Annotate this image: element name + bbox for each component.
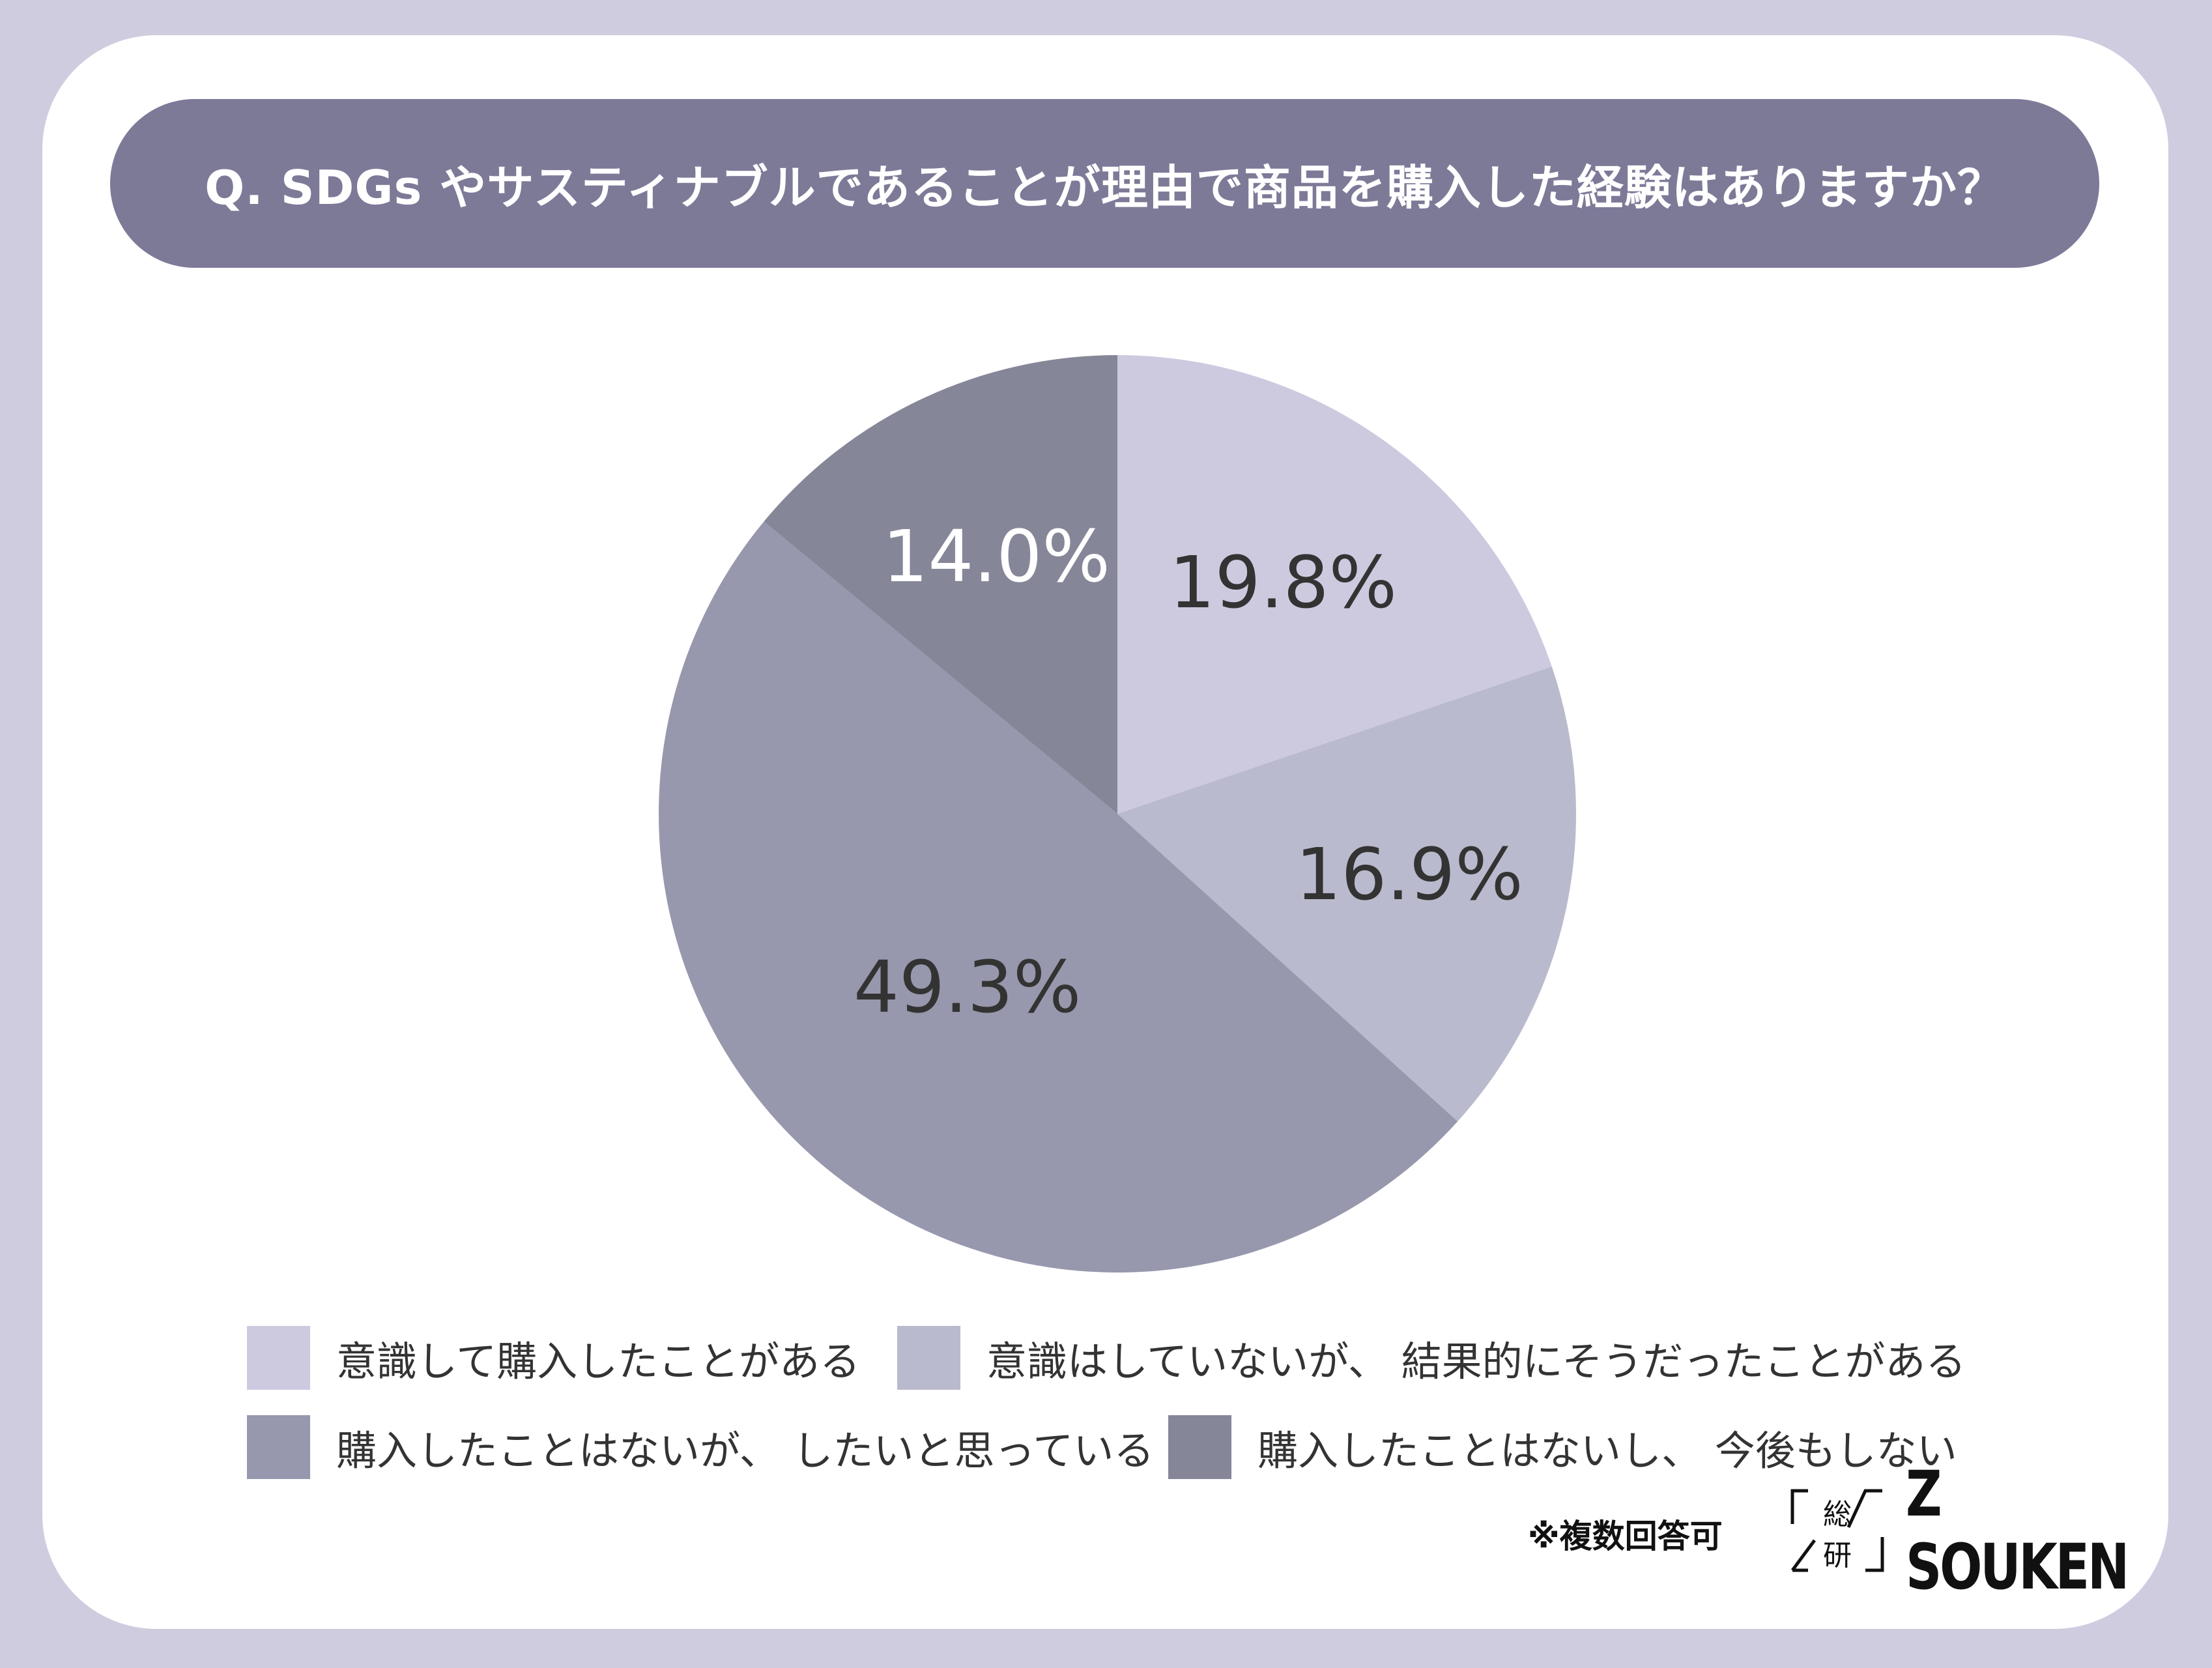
- slice-label: 14.0%: [882, 515, 1110, 599]
- legend-label: 意識はしていないが、 結果的にそうだったことがある: [986, 1338, 1966, 1385]
- legend-swatch: [897, 1326, 960, 1390]
- logo-brand: Z SOUKEN: [1906, 1458, 2129, 1603]
- legend-item: 購入したことはないし、 今後もしない: [1168, 1415, 1957, 1479]
- legend-item: 購入したことはないが、 したいと思っている: [247, 1415, 1154, 1479]
- footnote: ※複数回答可: [1528, 1517, 1723, 1555]
- pie-slice: [1117, 355, 1552, 814]
- svg-text:研: 研: [1823, 1539, 1852, 1572]
- pie-slice: [659, 521, 1458, 1273]
- legend-swatch: [247, 1326, 310, 1390]
- legend-label: 意識して購入したことがある: [336, 1338, 861, 1385]
- legend-swatch: [1168, 1415, 1231, 1479]
- legend-swatch: [247, 1415, 310, 1479]
- chart-title: Q. SDGs やサスティナブルであることが理由で商品を購入した経験はありますか…: [110, 99, 2099, 268]
- legend-item: 意識はしていないが、 結果的にそうだったことがある: [897, 1326, 1966, 1390]
- legend-label: 購入したことはないが、 したいと思っている: [336, 1427, 1155, 1474]
- slice-label: 49.3%: [853, 945, 1082, 1029]
- logo-mark: 総 研: [1788, 1488, 1886, 1573]
- pie-slice: [1117, 667, 1577, 1122]
- legend-label: 購入したことはないし、 今後もしない: [1257, 1427, 1957, 1474]
- slice-label: 16.9%: [1295, 832, 1523, 916]
- svg-text:総: 総: [1823, 1498, 1852, 1531]
- slice-label: 19.8%: [1169, 541, 1398, 625]
- pie-slice: [764, 355, 1117, 814]
- legend-item: 意識して購入したことがある: [247, 1326, 860, 1390]
- logo: 総 研 Z SOUKEN: [1788, 1458, 2212, 1603]
